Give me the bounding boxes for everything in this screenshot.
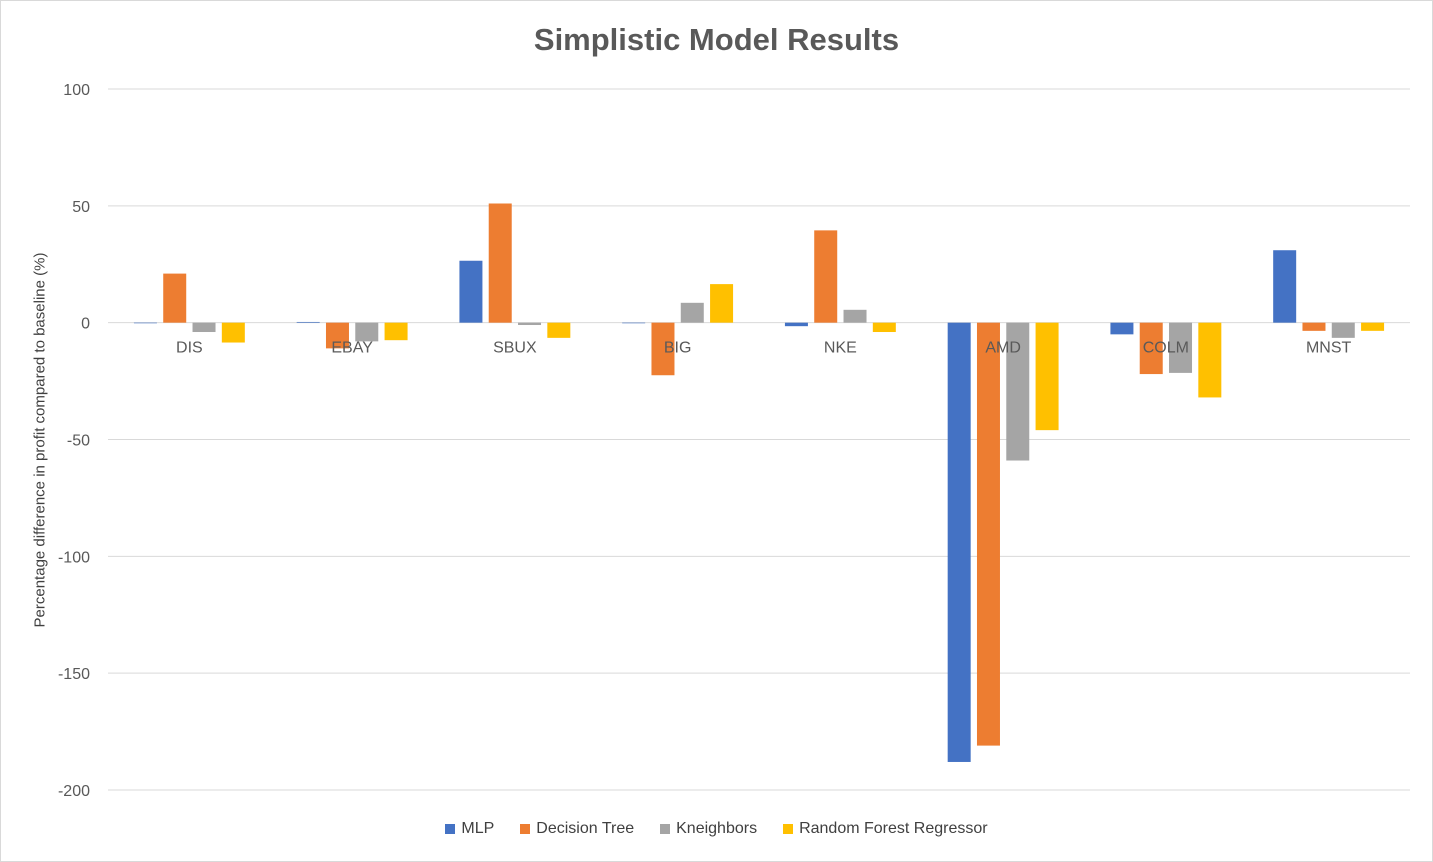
bar-sbux-decision-tree bbox=[488, 203, 512, 323]
bar-sbux-kneighbors bbox=[518, 322, 542, 326]
bar-big-mlp bbox=[622, 322, 646, 324]
bar-amd-kneighbors bbox=[1006, 322, 1030, 461]
bar-ebay-decision-tree bbox=[325, 322, 349, 349]
bar-amd-decision-tree bbox=[976, 322, 1000, 746]
bar-amd-random-forest-regressor bbox=[1035, 322, 1059, 431]
bar-amd-mlp bbox=[947, 322, 971, 762]
bar-nke-decision-tree bbox=[814, 230, 838, 323]
bar-ebay-kneighbors bbox=[355, 322, 379, 342]
bar-nke-random-forest-regressor bbox=[872, 322, 896, 333]
x-tick-label: COLM bbox=[1143, 340, 1189, 357]
legend-swatch bbox=[445, 824, 456, 834]
legend-label: Decision Tree bbox=[536, 820, 635, 837]
bar-big-kneighbors bbox=[680, 302, 704, 323]
legend-item: Kneighbors bbox=[660, 820, 757, 838]
bar-mnst-decision-tree bbox=[1302, 322, 1326, 331]
y-tick-label: -50 bbox=[67, 433, 90, 450]
bar-mnst-kneighbors bbox=[1331, 322, 1355, 338]
x-tick-label: EBAY bbox=[331, 340, 373, 357]
x-tick-label: AMD bbox=[985, 340, 1021, 357]
legend-swatch bbox=[783, 824, 794, 834]
legend-item: MLP bbox=[445, 820, 494, 838]
x-tick-label: NKE bbox=[824, 340, 857, 357]
bar-ebay-mlp bbox=[296, 321, 320, 323]
y-tick-label: 100 bbox=[63, 82, 90, 99]
y-tick-label: -150 bbox=[58, 666, 90, 683]
bar-dis-mlp bbox=[133, 322, 157, 324]
legend-label: Random Forest Regressor bbox=[799, 820, 988, 837]
bar-dis-kneighbors bbox=[192, 322, 216, 333]
legend-label: Kneighbors bbox=[676, 820, 758, 837]
bar-sbux-random-forest-regressor bbox=[547, 322, 571, 338]
bar-colm-decision-tree bbox=[1139, 322, 1163, 375]
bar-dis-decision-tree bbox=[163, 273, 187, 323]
bar-colm-kneighbors bbox=[1169, 322, 1193, 373]
legend-label: MLP bbox=[461, 820, 495, 837]
y-tick-label: -200 bbox=[58, 783, 90, 800]
bar-sbux-mlp bbox=[459, 260, 483, 323]
y-tick-label: -100 bbox=[58, 549, 90, 566]
x-tick-label: SBUX bbox=[493, 340, 537, 357]
x-tick-label: DIS bbox=[176, 340, 203, 357]
bar-ebay-random-forest-regressor bbox=[384, 322, 408, 341]
bar-nke-kneighbors bbox=[843, 309, 867, 323]
bar-dis-random-forest-regressor bbox=[221, 322, 245, 343]
bar-mnst-mlp bbox=[1273, 250, 1297, 323]
x-tick-label: MNST bbox=[1306, 340, 1352, 357]
bar-big-random-forest-regressor bbox=[710, 284, 734, 323]
legend-item: Random Forest Regressor bbox=[783, 820, 988, 838]
bar-colm-random-forest-regressor bbox=[1198, 322, 1222, 398]
y-tick-label: 0 bbox=[81, 316, 90, 333]
bar-mnst-random-forest-regressor bbox=[1361, 322, 1385, 331]
bar-nke-mlp bbox=[784, 322, 808, 327]
y-tick-label: 50 bbox=[72, 199, 90, 216]
legend-swatch bbox=[660, 824, 671, 834]
chart-title: Simplistic Model Results bbox=[533, 22, 900, 57]
legend-item: Decision Tree bbox=[520, 820, 634, 838]
legend-swatch bbox=[520, 824, 531, 834]
x-tick-label: BIG bbox=[664, 340, 692, 357]
legend: MLP Decision Tree Kneighbors Random Forest … bbox=[0, 820, 1433, 838]
bar-big-decision-tree bbox=[651, 322, 675, 376]
bar-colm-mlp bbox=[1110, 322, 1134, 335]
